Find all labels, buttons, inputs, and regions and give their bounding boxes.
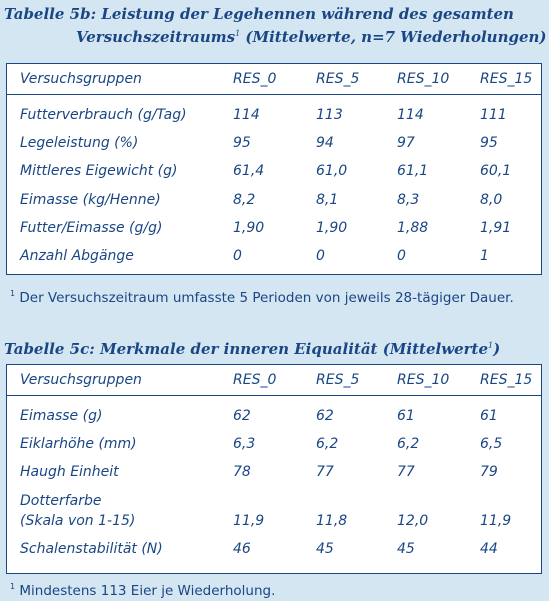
footnote-text: Der Versuchszeitraum umfasste 5 Perioden…	[15, 290, 514, 306]
footnote-marker: 1	[10, 582, 16, 591]
footnote-marker: 1	[235, 29, 241, 38]
table-cell: 113	[316, 107, 343, 123]
table-cell: 44	[480, 541, 498, 557]
table-5b-title-line2: Versuchszeitraums1 (Mittelwerte, n=7 Wie…	[76, 24, 547, 47]
table-header-row: Versuchsgruppen RES_0 RES_5 RES_10 RES_1…	[7, 64, 541, 95]
header-cell: RES_0	[233, 372, 277, 388]
row-label: (Skala von 1-15)	[20, 513, 136, 529]
header-cell: RES_0	[233, 71, 277, 87]
table-cell: 45	[397, 541, 415, 557]
table-cell: 111	[480, 107, 507, 123]
table-cell: 6,2	[397, 436, 420, 452]
table-5c: Versuchsgruppen RES_0 RES_5 RES_10 RES_1…	[6, 364, 542, 574]
table-cell: 6,3	[233, 436, 256, 452]
title-text: )	[493, 340, 501, 358]
table-cell: 61,4	[233, 163, 265, 179]
table-cell: 11,9	[480, 513, 512, 529]
table-cell: 94	[316, 135, 334, 151]
header-cell: RES_5	[316, 372, 360, 388]
row-label: Dotterfarbe	[20, 493, 102, 509]
header-cell: RES_10	[397, 372, 450, 388]
row-label: Eimasse (kg/Henne)	[20, 192, 161, 208]
row-label: Mittleres Eigewicht (g)	[20, 163, 178, 179]
table-cell: 45	[316, 541, 334, 557]
row-label: Eimasse (g)	[20, 408, 103, 424]
footnote-text: Mindestens 113 Eier je Wiederholung.	[15, 583, 276, 599]
table-cell: 77	[316, 464, 334, 480]
table-5b-footnote: 1 Der Versuchszeitraum umfasste 5 Period…	[10, 285, 514, 307]
table-cell: 1,88	[397, 220, 429, 236]
footnote-marker: 1	[10, 289, 16, 298]
title-text: Tabelle 5c: Merkmale der inneren Eiquali…	[4, 340, 489, 358]
table-cell: 11,8	[316, 513, 348, 529]
table-5c-title: Tabelle 5c: Merkmale der inneren Eiquali…	[4, 336, 500, 359]
table-cell: 114	[397, 107, 424, 123]
header-cell: RES_15	[480, 372, 533, 388]
table-cell: 8,0	[480, 192, 503, 208]
table-cell: 61,0	[316, 163, 348, 179]
header-cell: RES_15	[480, 71, 533, 87]
table-cell: 1	[480, 248, 489, 264]
table-cell: 1,91	[480, 220, 512, 236]
table-cell: 61	[397, 408, 415, 424]
table-cell: 8,3	[397, 192, 420, 208]
table-cell: 114	[233, 107, 260, 123]
table-cell: 46	[233, 541, 251, 557]
table-cell: 77	[397, 464, 415, 480]
table-cell: 0	[233, 248, 242, 264]
table-cell: 62	[316, 408, 334, 424]
table-cell: 79	[480, 464, 498, 480]
table-cell: 78	[233, 464, 251, 480]
table-cell: 1,90	[233, 220, 265, 236]
table-cell: 0	[397, 248, 406, 264]
table-5b-title-line1: Tabelle 5b: Leistung der Legehennen währ…	[4, 5, 514, 23]
table-cell: 61	[480, 408, 498, 424]
row-label: Legeleistung (%)	[20, 135, 139, 151]
table-header-row: Versuchsgruppen RES_0 RES_5 RES_10 RES_1…	[7, 365, 541, 396]
table-cell: 11,9	[233, 513, 265, 529]
header-cell: Versuchsgruppen	[20, 71, 142, 87]
row-label: Eiklarhöhe (mm)	[20, 436, 137, 452]
table-5b: Versuchsgruppen RES_0 RES_5 RES_10 RES_1…	[6, 63, 542, 275]
title-text: Versuchszeitraums	[76, 28, 236, 46]
table-cell: 8,2	[233, 192, 256, 208]
table-cell: 0	[316, 248, 325, 264]
table-cell: 12,0	[397, 513, 429, 529]
table-cell: 95	[480, 135, 498, 151]
table-5c-footnote: 1 Mindestens 113 Eier je Wiederholung.	[10, 578, 275, 600]
table-cell: 8,1	[316, 192, 339, 208]
footnote-marker: 1	[488, 341, 494, 350]
row-label: Haugh Einheit	[20, 464, 119, 480]
table-cell: 6,2	[316, 436, 339, 452]
header-cell: Versuchsgruppen	[20, 372, 142, 388]
table-cell: 1,90	[316, 220, 348, 236]
table-cell: 61,1	[397, 163, 429, 179]
row-label: Schalenstabilität (N)	[20, 541, 163, 557]
table-cell: 60,1	[480, 163, 512, 179]
table-cell: 62	[233, 408, 251, 424]
table-cell: 6,5	[480, 436, 503, 452]
header-cell: RES_5	[316, 71, 360, 87]
row-label: Futter/Eimasse (g/g)	[20, 220, 163, 236]
row-label: Futterverbrauch (g/Tag)	[20, 107, 187, 123]
table-cell: 95	[233, 135, 251, 151]
header-cell: RES_10	[397, 71, 450, 87]
table-cell: 97	[397, 135, 415, 151]
title-text: (Mittelwerte, n=7 Wiederholungen)	[240, 28, 547, 46]
row-label: Anzahl Abgänge	[20, 248, 134, 264]
